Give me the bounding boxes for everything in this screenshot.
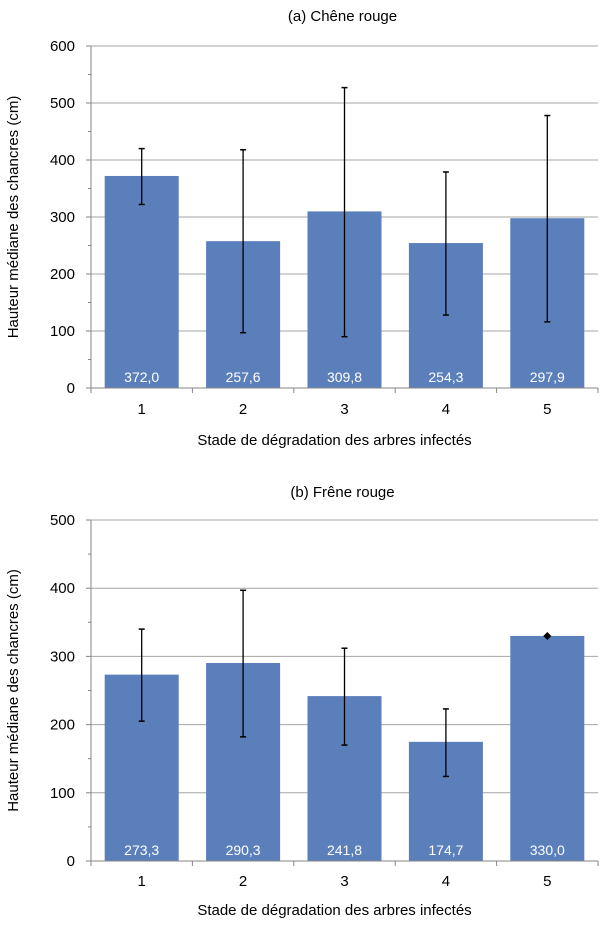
chart2-y-axis-label: Hauteur médiane des chancres (cm) — [5, 569, 22, 812]
chart2-x-tick-label: 1 — [138, 873, 146, 890]
chart2-x-tick-label: 5 — [543, 873, 551, 890]
chart2-y-tick-label: 0 — [67, 853, 75, 870]
chart1-y-tick-label: 100 — [50, 323, 75, 340]
chart1-bar — [104, 175, 179, 388]
chart1-x-tick-label: 2 — [239, 401, 247, 418]
chart1-value-label: 297,9 — [530, 369, 565, 385]
chart1-y-tick-label: 300 — [50, 209, 75, 226]
chart1-x-tick-label: 1 — [138, 401, 146, 418]
chart1-y-tick-label: 400 — [50, 152, 75, 169]
chart1-value-label: 372,0 — [124, 369, 159, 385]
chart2-value-label: 290,3 — [226, 842, 261, 858]
chart1-x-tick-label: 5 — [543, 401, 551, 418]
chart2-bar — [510, 635, 585, 861]
chart1-y-tick-label: 600 — [50, 38, 75, 55]
chart1-value-label: 257,6 — [226, 369, 261, 385]
chart2-y-tick-label: 400 — [50, 580, 75, 597]
chart2-y-tick-label: 300 — [50, 648, 75, 665]
chart2-y-tick-label: 500 — [50, 512, 75, 529]
chart1-x-tick-label: 4 — [442, 401, 450, 418]
chart2-x-tick-label: 4 — [442, 873, 450, 890]
chart2-value-label: 241,8 — [327, 842, 362, 858]
chart2-value-label: 273,3 — [124, 842, 159, 858]
chart2-title: (b) Frêne rouge — [290, 484, 394, 501]
chart2-y-tick-label: 100 — [50, 785, 75, 802]
chart2-x-tick-label: 2 — [239, 873, 247, 890]
chart1-y-tick-label: 200 — [50, 266, 75, 283]
chart1-value-label: 309,8 — [327, 369, 362, 385]
chart1-title: (a) Chêne rouge — [288, 8, 397, 25]
chart1-x-tick-label: 3 — [340, 401, 348, 418]
chart1-y-axis-label: Hauteur médiane des chancres (cm) — [5, 96, 22, 339]
chart2-value-label: 330,0 — [530, 842, 565, 858]
chart2-y-tick-label: 200 — [50, 717, 75, 734]
chart2-value-label: 174,7 — [428, 842, 463, 858]
chart2-x-tick-label: 3 — [340, 873, 348, 890]
chart2-error-marker — [543, 631, 552, 640]
chart1-value-label: 254,3 — [428, 369, 463, 385]
chart1-x-axis-label: Stade de dégradation des arbres infectés — [197, 432, 471, 449]
chart1-y-tick-label: 500 — [50, 95, 75, 112]
chart2-x-axis-label: Stade de dégradation des arbres infectés — [197, 902, 471, 919]
chart1-y-tick-label: 0 — [67, 380, 75, 397]
